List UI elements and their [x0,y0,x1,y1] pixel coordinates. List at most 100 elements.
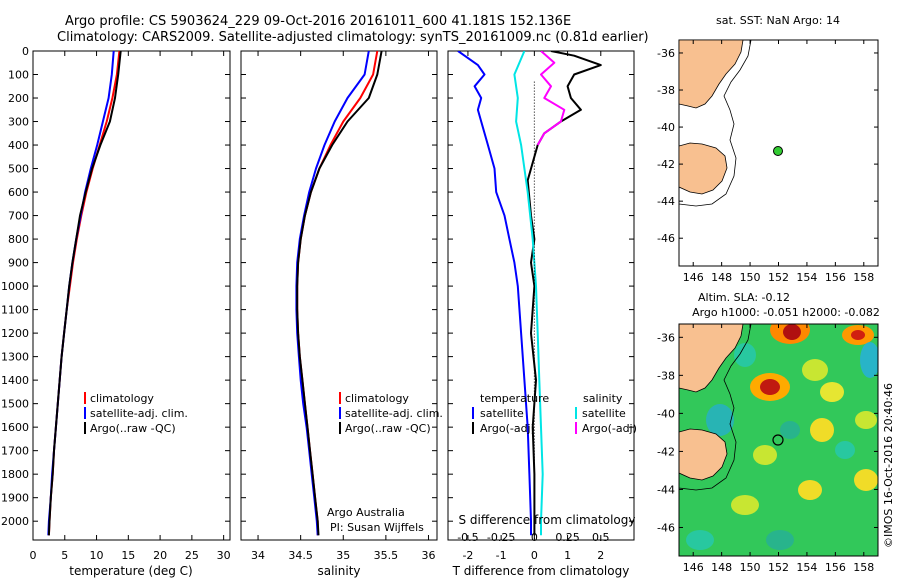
tasmania [679,428,728,481]
lon-tick-label: 158 [853,561,874,574]
lat-tick-label: -40 [657,121,675,134]
lat-tick-label: -46 [657,232,675,245]
sla-blob [855,411,877,429]
x-tick-label-salinity: -0.25 [487,531,515,544]
y-tick-label: 300 [8,116,29,129]
legend-label-argo: Argo(..raw -QC) [345,422,431,435]
y-tick-label: 1000 [1,280,29,293]
sla-blob [798,480,822,500]
x-tick-label-salinity: 0.25 [555,531,580,544]
y-tick-label: 200 [8,92,29,105]
y-tick-label: 1800 [1,468,29,481]
lon-tick-label: 148 [711,271,732,284]
lon-tick-label: 152 [768,271,789,284]
float-position-marker [772,434,784,446]
legend-title-temperature: temperature [480,392,549,405]
sla-blob [810,418,834,442]
y-tick-label: 100 [8,69,29,82]
sla-blob [854,469,878,491]
x-tick-label: -1 [496,549,507,562]
x-tick-label: 0 [30,549,37,562]
series-line [513,51,544,536]
x-tick-label: 25 [185,549,199,562]
sla-blob [734,343,756,367]
series-line [526,51,602,536]
temperature-axes: 0 5 10 15 20 25 300100200300400500600700800900… [1,45,231,562]
sla-blob [851,330,865,340]
y-tick-label: 1400 [1,374,29,387]
lat-tick-label: -42 [657,158,675,171]
x-tick-label: 30 [217,549,231,562]
y-tick-label: 0 [22,45,29,58]
x-tick-label-salinity: -0.5 [457,531,478,544]
imos-credit: ©IMOS 16-Oct-2016 20:40:46 [882,382,895,548]
y-tick-label: 700 [8,210,29,223]
x-tick-label: 36 [421,549,435,562]
sla-blob [820,382,844,402]
legend-label-temp-argo: Argo(-adj) [480,422,535,435]
lon-tick-label: 156 [825,271,846,284]
legend-label-argo: Argo(..raw -QC) [90,422,176,435]
sla-blob [686,530,714,550]
sla-anomaly-blobs [685,324,878,550]
shelf-contour [679,40,752,207]
series-line [536,51,566,146]
x-tick-label-salinity: 0.5 [592,531,610,544]
lat-tick-label: -44 [657,483,675,496]
mainland-australia [679,324,744,393]
sla-blob [731,495,759,515]
y-tick-label: 400 [8,139,29,152]
lat-tick-label: -42 [657,445,675,458]
y-tick-label: 1300 [1,351,29,364]
series-line [457,51,532,536]
difference-xlabel: T difference from climatology [452,564,630,578]
salinity-plot-frame [240,50,438,541]
legend-label-sal-satellite: satellite [582,407,626,420]
difference-xlabel-top: S difference from climatology [459,513,636,527]
lon-tick-label: 152 [768,561,789,574]
sla-map-content [679,324,878,556]
x-tick-label: 34.5 [288,549,313,562]
mainland-australia [679,40,744,109]
sla-blob [753,445,777,465]
plot-title-line-2: Climatology: CARS2009. Satellite-adjuste… [57,30,649,45]
legend-label-satellite: satellite-adj. clim. [345,407,443,420]
x-tick-label: 2 [597,549,604,562]
x-tick-label: 15 [121,549,135,562]
salinity-annotation-line-2: PI: Susan Wijffels [330,521,424,534]
legend-label-climatology: climatology [345,392,409,405]
salinity-xlabel: salinity [317,564,360,578]
temperature-xlabel: temperature (deg C) [69,564,192,578]
temperature-legend: climatology satellite-adj. clim. Argo(..… [84,392,188,435]
sla-map-ticks: 146 148 150 152 154 156 158 -36 -38 -40 -42 -44 -46 [657,324,878,574]
y-tick-label: 1900 [1,492,29,505]
lon-tick-label: 146 [683,561,704,574]
y-tick-label: 900 [8,257,29,270]
x-tick-label: 35 [336,549,350,562]
lat-tick-label: -36 [657,331,675,344]
legend-label-temp-satellite: satellite [480,407,524,420]
lon-tick-label: 150 [740,271,761,284]
x-tick-label: 5 [61,549,68,562]
x-tick-label: -2 [462,549,473,562]
salinity-annotation-line-1: Argo Australia [327,506,405,519]
series-line [47,51,122,536]
sst-map-content [679,40,783,207]
difference-axes: -2 -0.5 -1 -0.25 0 0 1 0.25 2 0.5 [448,50,634,562]
lon-tick-label: 148 [711,561,732,574]
y-tick-label: 1100 [1,304,29,317]
sla-map-title-line-1: Altim. SLA: -0.12 [698,291,790,304]
lon-tick-label: 154 [796,271,817,284]
lon-tick-label: 156 [825,561,846,574]
series-line [295,51,370,536]
sla-blob [780,421,800,439]
shelf-contour [679,324,752,491]
y-tick-label: 500 [8,163,29,176]
float-position-marker [773,146,783,156]
sla-blob [835,441,855,459]
y-tick-label: 1500 [1,398,29,411]
legend-label-sal-argo: Argo(-adj) [582,422,637,435]
salinity-legend: climatology satellite-adj. clim. Argo(..… [327,392,443,534]
y-tick-label: 800 [8,233,29,246]
